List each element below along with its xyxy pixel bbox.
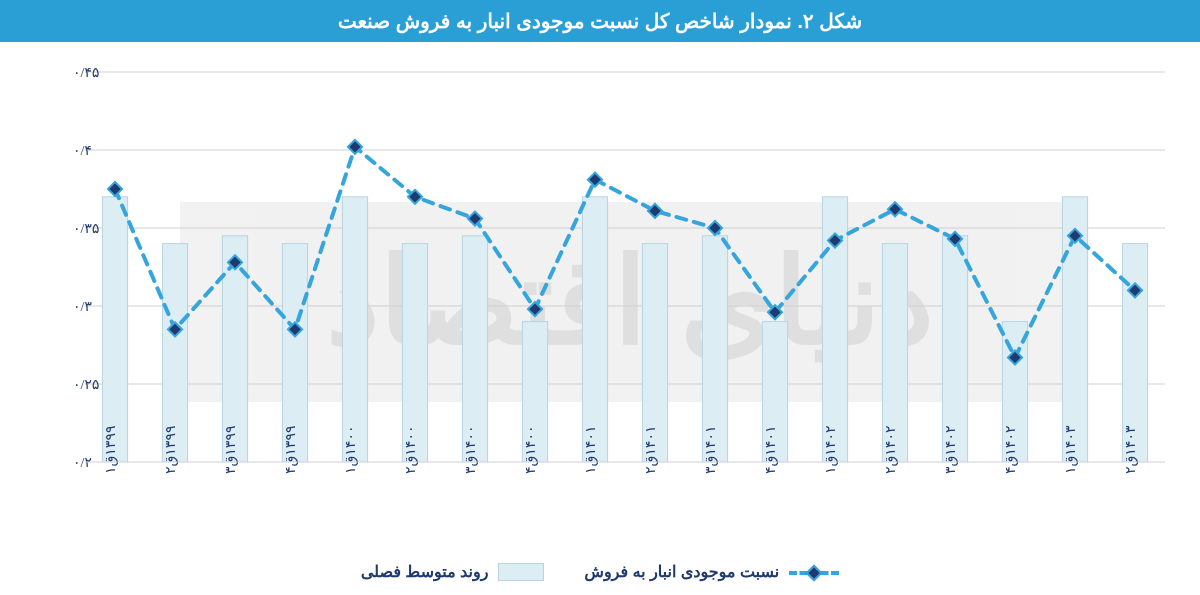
legend-bar-swatch bbox=[498, 563, 544, 581]
svg-text:۰/۲۵: ۰/۲۵ bbox=[73, 378, 99, 393]
legend-bar-label: روند متوسط فصلی bbox=[361, 562, 489, 582]
svg-text:۱۴۰۱ق۳: ۱۴۰۱ق۳ bbox=[704, 426, 719, 474]
chart-svg: ۰/۲ ۰/۲۵ ۰/۳ ۰/۳۵ ۰/۴ ۰/۴۵ ۱۳۹۹ق۱ ۱۳۹۹ق۲ ۱۳۹۹ق۳ ۱… bbox=[0, 42, 1200, 552]
svg-text:۰/۲: ۰/۲ bbox=[73, 456, 92, 471]
svg-text:۱۴۰۲ق۴: ۱۴۰۲ق۴ bbox=[1004, 426, 1019, 474]
svg-text:۱۳۹۹ق۴: ۱۳۹۹ق۴ bbox=[284, 426, 299, 474]
svg-text:۱۴۰۳ق۲: ۱۴۰۳ق۲ bbox=[1124, 425, 1139, 474]
legend-item-line: نسبت موجودی انبار به فروش bbox=[584, 562, 839, 582]
legend: نسبت موجودی انبار به فروش روند متوسط فصل… bbox=[0, 557, 1200, 587]
svg-text:۱۴۰۰ق۳: ۱۴۰۰ق۳ bbox=[464, 426, 479, 474]
svg-text:۰/۳: ۰/۳ bbox=[73, 300, 92, 315]
chart-area: دنیای اقتصاد ۰/۲۰/۲۵۰/۳۰/۳۵۰/۴۰/۴۵۱۳۹۹ق۱… bbox=[0, 42, 1200, 595]
legend-line-label: نسبت موجودی انبار به فروش bbox=[584, 562, 779, 582]
svg-text:۱۴۰۰ق۱: ۱۴۰۰ق۱ bbox=[344, 426, 359, 474]
svg-text:۱۳۹۹ق۳: ۱۳۹۹ق۳ bbox=[224, 426, 239, 474]
svg-text:۱۴۰۳ق۱: ۱۴۰۳ق۱ bbox=[1064, 425, 1079, 474]
svg-text:۱۴۰۰ق۴: ۱۴۰۰ق۴ bbox=[524, 426, 539, 474]
svg-text:۱۴۰۰ق۲: ۱۴۰۰ق۲ bbox=[404, 426, 419, 474]
svg-text:۰/۴: ۰/۴ bbox=[73, 144, 92, 159]
svg-text:۱۳۹۹ق۲: ۱۳۹۹ق۲ bbox=[164, 426, 179, 474]
svg-text:۱۴۰۱ق۴: ۱۴۰۱ق۴ bbox=[764, 426, 779, 474]
svg-text:۱۴۰۲ق۱: ۱۴۰۲ق۱ bbox=[824, 426, 839, 474]
chart-title-bar: شکل ۲. نمودار شاخص کل نسبت موجودی انبار … bbox=[0, 0, 1200, 42]
legend-item-bar: روند متوسط فصلی bbox=[361, 562, 545, 582]
svg-text:۰/۳۵: ۰/۳۵ bbox=[73, 222, 99, 237]
svg-text:۱۴۰۲ق۲: ۱۴۰۲ق۲ bbox=[884, 426, 899, 474]
chart-title: شکل ۲. نمودار شاخص کل نسبت موجودی انبار … bbox=[338, 9, 862, 34]
svg-text:۱۳۹۹ق۱: ۱۳۹۹ق۱ bbox=[104, 426, 119, 474]
svg-text:۰/۴۵: ۰/۴۵ bbox=[73, 66, 99, 81]
svg-text:۱۴۰۲ق۳: ۱۴۰۲ق۳ bbox=[944, 426, 959, 474]
svg-text:۱۴۰۱ق۱: ۱۴۰۱ق۱ bbox=[584, 426, 599, 474]
svg-text:۱۴۰۱ق۲: ۱۴۰۱ق۲ bbox=[644, 426, 659, 474]
legend-line-swatch bbox=[789, 563, 839, 581]
